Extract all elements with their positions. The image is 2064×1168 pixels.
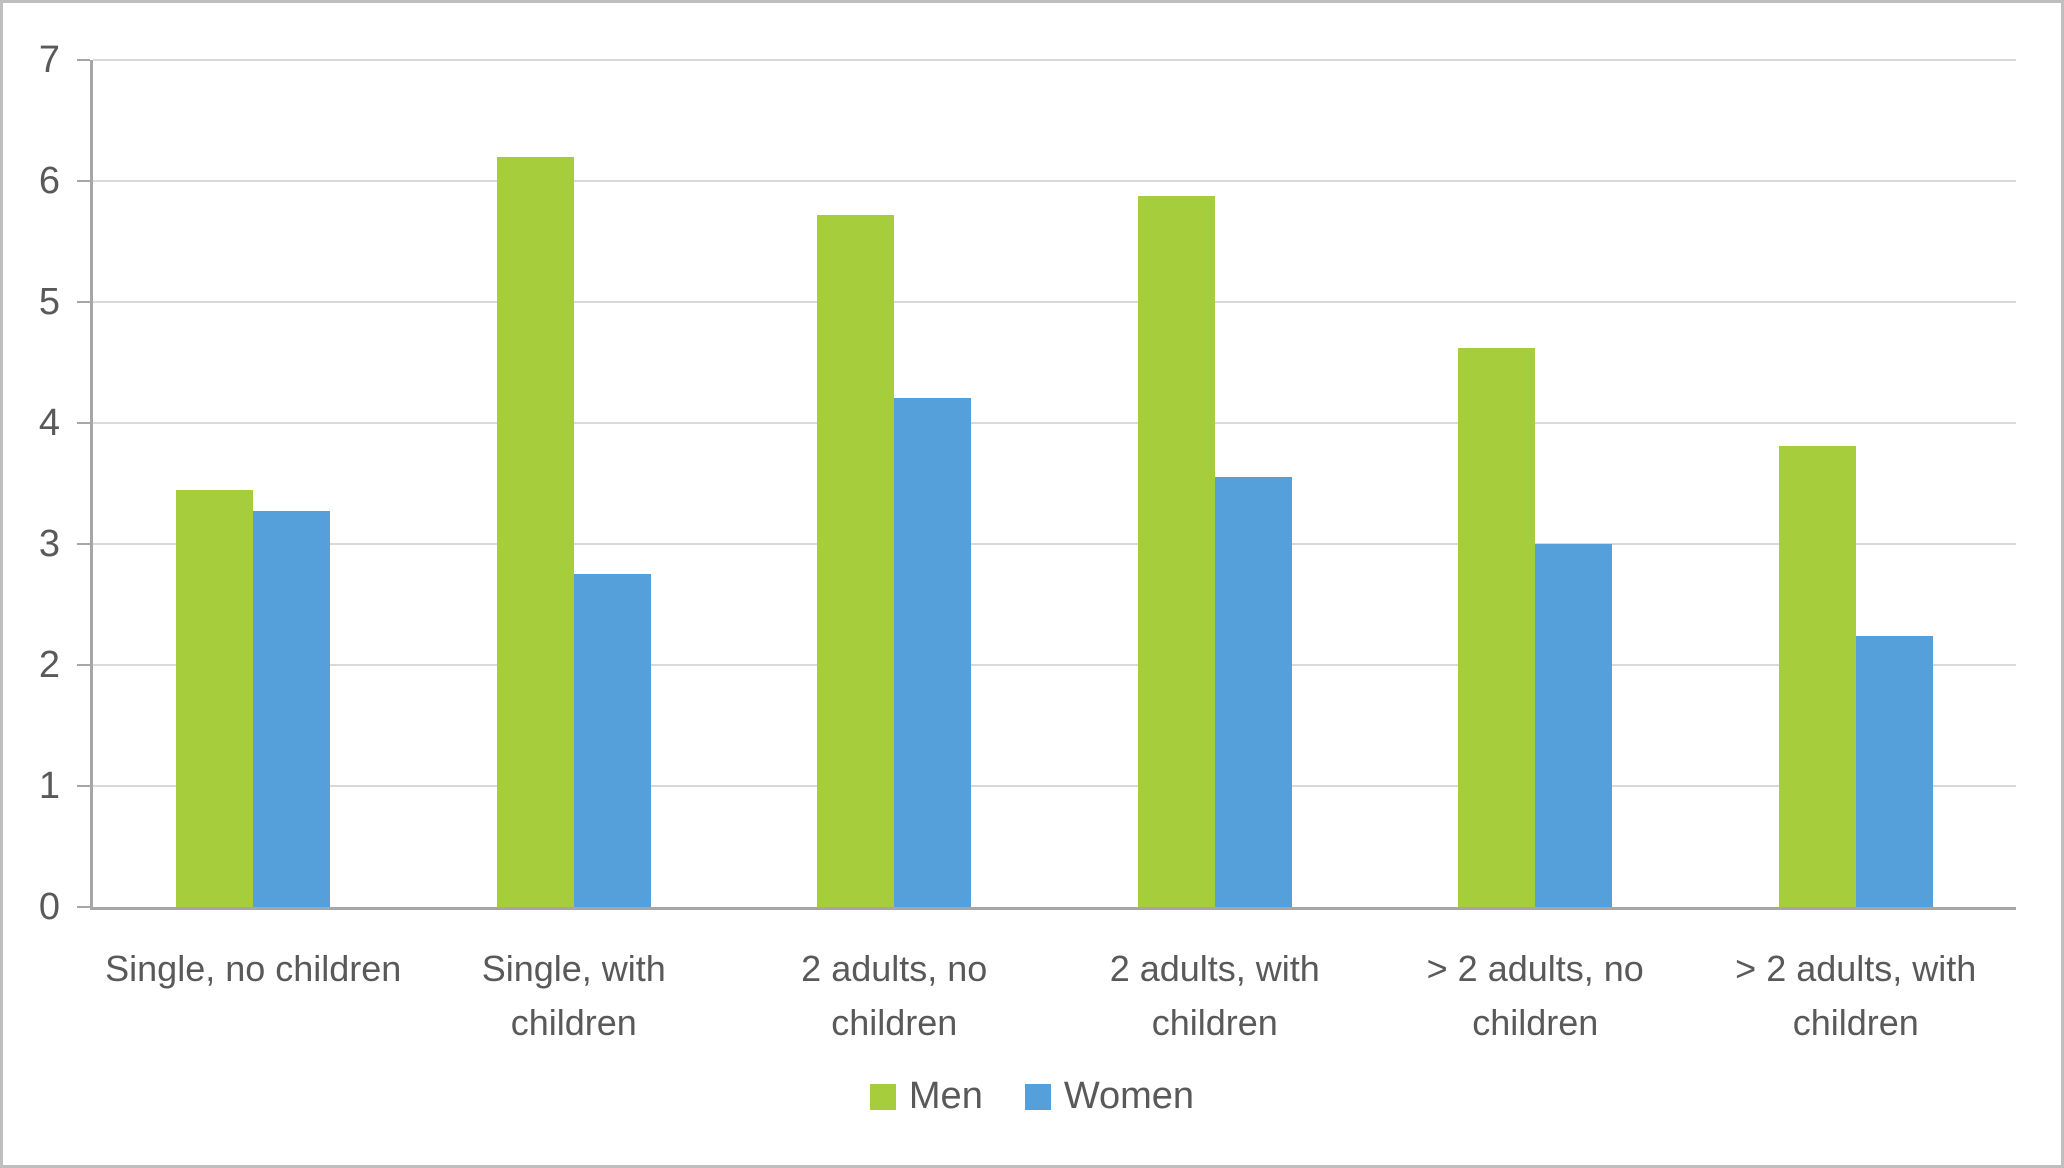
bar-women xyxy=(1214,477,1292,907)
y-tick-label: 5 xyxy=(38,281,60,323)
y-tick-label: 4 xyxy=(38,402,60,444)
gridline xyxy=(93,664,2016,666)
x-axis-category-labels: Single, no children Single, with children… xyxy=(93,910,2016,1050)
bar-women xyxy=(1535,544,1613,907)
bar-group xyxy=(1696,60,2016,907)
x-category-label: Single, with children xyxy=(481,948,666,1043)
gridline xyxy=(93,301,2016,303)
y-tick-label: 3 xyxy=(38,523,60,565)
x-axis-line xyxy=(90,907,2016,910)
gridline xyxy=(93,422,2016,424)
y-tick-label: 0 xyxy=(38,886,60,928)
bar-group xyxy=(1055,60,1375,907)
legend-swatch-women xyxy=(1024,1083,1051,1110)
y-tick-label: 2 xyxy=(38,644,60,686)
y-tick-label: 7 xyxy=(38,39,60,81)
x-category-label: 2 adults, with children xyxy=(1109,948,1320,1043)
y-tick-mark xyxy=(77,906,90,908)
y-axis-tick-labels: 0 1 2 3 4 5 6 7 xyxy=(3,41,60,926)
bar-group xyxy=(1375,60,1695,907)
bar-group xyxy=(734,60,1054,907)
bar-women xyxy=(1855,635,1933,907)
y-tick-mark xyxy=(77,301,90,303)
legend: Men Women xyxy=(3,1075,2061,1118)
y-tick-mark xyxy=(77,543,90,545)
x-category-label: > 2 adults, no children xyxy=(1426,948,1644,1043)
x-category-label: 2 adults, no children xyxy=(801,948,988,1043)
gridline xyxy=(93,543,2016,545)
bar-women xyxy=(573,574,651,907)
bar-group xyxy=(93,60,413,907)
legend-item-women: Women xyxy=(1024,1075,1195,1118)
bar-group xyxy=(413,60,733,907)
plot-area xyxy=(77,59,2016,910)
x-category-label: > 2 adults, with children xyxy=(1735,948,1977,1043)
y-tick-mark xyxy=(77,785,90,787)
bar-women xyxy=(253,511,331,907)
y-axis-line xyxy=(90,60,93,910)
bar-men xyxy=(817,214,895,907)
bar-men xyxy=(1137,195,1215,907)
bar-men xyxy=(1778,446,1856,907)
legend-label: Men xyxy=(908,1075,983,1117)
y-tick-mark xyxy=(77,59,90,61)
y-tick-label: 1 xyxy=(38,765,60,807)
y-tick-mark xyxy=(77,422,90,424)
y-tick-mark xyxy=(77,180,90,182)
y-tick-mark xyxy=(77,664,90,666)
bar-men xyxy=(1458,347,1536,907)
gridline xyxy=(93,180,2016,182)
gridline xyxy=(93,59,2016,61)
bar-men xyxy=(176,489,254,907)
legend-label: Women xyxy=(1063,1075,1195,1117)
gridline xyxy=(93,785,2016,787)
x-category-label: Single, no children xyxy=(105,948,402,989)
bar-women xyxy=(894,397,972,907)
y-tick-label: 6 xyxy=(38,160,60,202)
legend-item-men: Men xyxy=(869,1075,983,1118)
bar-men xyxy=(496,156,574,907)
legend-swatch-men xyxy=(869,1083,896,1110)
